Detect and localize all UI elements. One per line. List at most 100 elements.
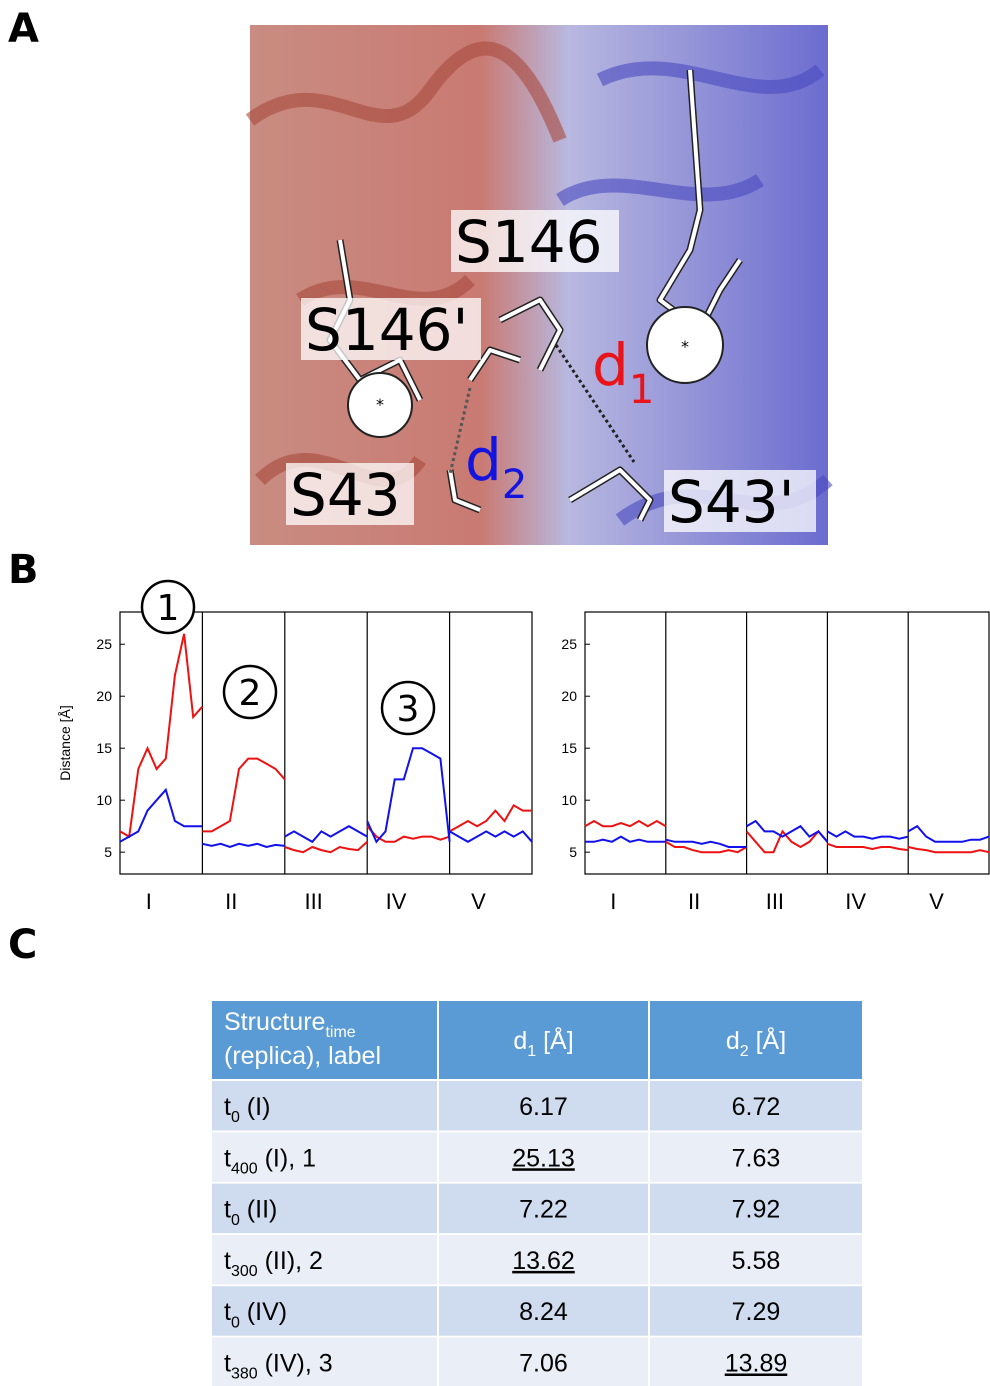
plot-frame <box>119 611 533 875</box>
annotation: 2 <box>239 673 262 714</box>
text-part: t <box>224 1350 231 1378</box>
trace <box>745 829 829 854</box>
text-part: S146' <box>305 296 468 364</box>
table-cell <box>439 1337 648 1386</box>
subscript: 2 <box>502 462 527 508</box>
table-value: 6.72 <box>732 1093 781 1121</box>
rich-text: d1 <box>592 331 654 413</box>
x-tick-label: III <box>766 889 784 914</box>
trace <box>284 841 368 854</box>
x-tick-label: IV <box>386 889 407 914</box>
trace <box>665 838 747 848</box>
panel-label: B <box>8 547 39 593</box>
table-value: 5.58 <box>732 1247 781 1275</box>
y-tick-label: 20 <box>96 688 112 704</box>
table-value: 8.24 <box>519 1298 568 1326</box>
rich-text: t0 (II) <box>224 1196 277 1229</box>
y-tick-label: 15 <box>561 740 577 756</box>
label-background <box>286 463 414 525</box>
center-mark: * <box>376 395 384 414</box>
subscript: 0 <box>231 1212 240 1229</box>
x-tick-label: I <box>146 889 152 914</box>
rich-text: S146' <box>305 296 468 364</box>
subscript: 1 <box>629 367 654 413</box>
table-cell <box>212 1337 437 1386</box>
trace <box>449 804 532 833</box>
rich-text: d2 [Å] <box>726 1025 786 1060</box>
table-cell <box>212 1286 437 1336</box>
text-part: (IV), 3 <box>258 1350 333 1378</box>
trace <box>665 840 748 854</box>
subscript: time <box>325 1024 355 1041</box>
center-mark: * <box>681 337 689 356</box>
text-part: d <box>465 426 502 494</box>
ring <box>646 306 724 384</box>
subscript: 400 <box>231 1161 258 1178</box>
rich-text: t0 (IV) <box>224 1298 287 1331</box>
rich-text: t0 (I) <box>224 1093 270 1126</box>
y-tick-label: 15 <box>96 740 112 756</box>
text-part: S146 <box>455 208 603 276</box>
trace <box>202 842 285 849</box>
label-background <box>451 210 619 272</box>
rich-text: d1 [Å] <box>513 1025 573 1060</box>
text-part: (II) <box>240 1196 278 1224</box>
y-tick-label: 5 <box>104 844 112 860</box>
trace <box>366 825 450 843</box>
rich-text: t380 (IV), 3 <box>224 1350 333 1383</box>
trace <box>449 830 533 843</box>
table-value: 13.62 <box>512 1247 575 1275</box>
text-part: S43 <box>290 461 401 529</box>
y-tick-label: 25 <box>561 636 577 652</box>
trace <box>366 747 451 844</box>
text-part: d <box>513 1027 527 1055</box>
label-background <box>664 470 816 532</box>
x-tick-label: I <box>610 889 616 914</box>
x-tick-label: V <box>471 889 486 914</box>
text-part: (I), 1 <box>258 1144 316 1172</box>
table-cell <box>650 1081 862 1131</box>
label-background <box>301 298 481 360</box>
table-cell <box>439 1286 648 1336</box>
rich-text: (replica), label <box>224 1042 381 1070</box>
trace <box>746 819 829 843</box>
table-cell <box>650 1337 862 1386</box>
rich-text: t300 (II), 2 <box>224 1247 323 1280</box>
table-value: 7.92 <box>732 1196 781 1224</box>
text-part: d <box>592 331 629 399</box>
text-part: (IV) <box>240 1298 287 1326</box>
sticks <box>328 69 742 521</box>
table-cell <box>650 1234 862 1285</box>
y-tick-label: 20 <box>561 688 577 704</box>
subscript: 2 <box>740 1043 749 1060</box>
table-value: 25.13 <box>512 1144 575 1172</box>
subscript: 0 <box>231 1109 240 1126</box>
text-part: [Å] <box>536 1025 574 1055</box>
x-tick-label: II <box>688 889 700 914</box>
table-cell <box>212 1132 437 1182</box>
annotation-circle <box>380 680 436 736</box>
annotation-circle <box>140 579 196 635</box>
table-cell <box>439 1132 648 1182</box>
x-tick-label: IV <box>845 889 866 914</box>
text-part: d <box>726 1027 740 1055</box>
table-cell <box>439 1081 648 1131</box>
table-value: 7.29 <box>732 1298 781 1326</box>
text-part: (replica), label <box>224 1042 381 1070</box>
table-cell <box>212 1183 437 1234</box>
table-value: 7.63 <box>732 1144 781 1172</box>
y-tick-label: 10 <box>561 792 577 808</box>
ring <box>347 372 413 438</box>
rich-text: S146 <box>455 208 603 276</box>
y-axis-label: Distance [Å] <box>57 705 73 780</box>
trace <box>907 846 990 854</box>
text-part: t <box>224 1196 231 1224</box>
rich-text: S43' <box>668 468 795 536</box>
structure-image: * * <box>245 25 833 545</box>
table-cell <box>650 1132 862 1182</box>
table-value: 7.22 <box>519 1196 568 1224</box>
table-cell <box>439 1234 648 1285</box>
header-cell <box>650 1001 862 1079</box>
